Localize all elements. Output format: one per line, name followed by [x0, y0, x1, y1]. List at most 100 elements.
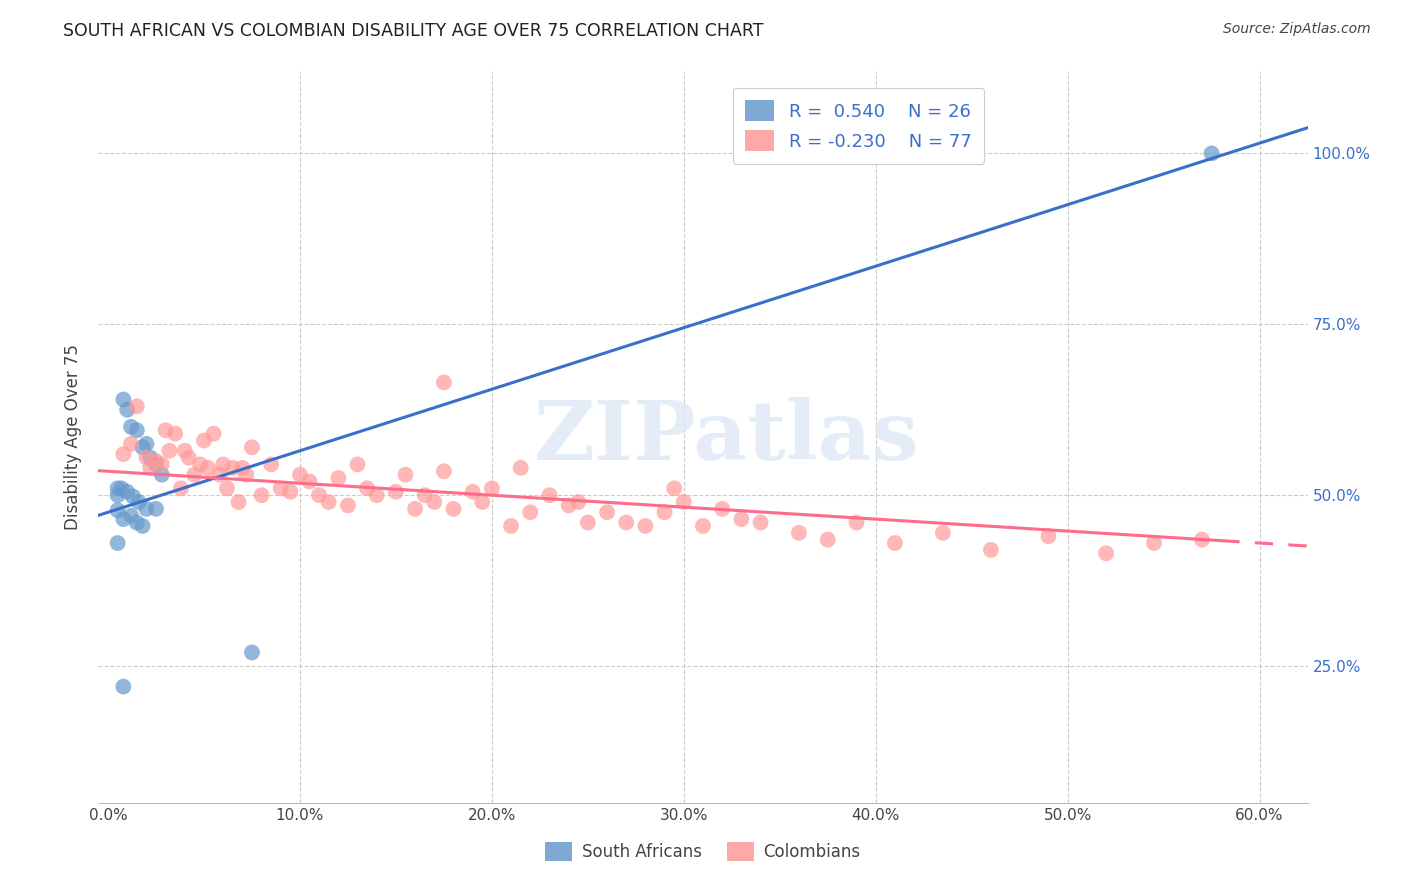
- Point: [139, 460, 162, 475]
- Point: [817, 533, 839, 547]
- Point: [1143, 536, 1166, 550]
- Point: [423, 495, 446, 509]
- Point: [654, 505, 676, 519]
- Point: [260, 458, 283, 472]
- Point: [131, 519, 153, 533]
- Point: [139, 450, 162, 465]
- Point: [932, 525, 955, 540]
- Point: [672, 495, 695, 509]
- Point: [135, 450, 157, 465]
- Point: [120, 420, 142, 434]
- Point: [150, 467, 173, 482]
- Point: [614, 516, 637, 530]
- Text: ZIPatlas: ZIPatlas: [534, 397, 920, 477]
- Point: [394, 467, 416, 482]
- Point: [135, 437, 157, 451]
- Point: [122, 490, 145, 504]
- Y-axis label: Disability Age Over 75: Disability Age Over 75: [65, 344, 83, 530]
- Text: Source: ZipAtlas.com: Source: ZipAtlas.com: [1223, 22, 1371, 37]
- Point: [183, 467, 205, 482]
- Point: [461, 484, 484, 499]
- Point: [385, 484, 408, 499]
- Point: [270, 481, 292, 495]
- Point: [336, 499, 359, 513]
- Point: [787, 525, 810, 540]
- Point: [567, 495, 589, 509]
- Point: [664, 481, 686, 495]
- Point: [404, 501, 426, 516]
- Point: [240, 645, 263, 659]
- Point: [125, 516, 148, 530]
- Point: [125, 400, 148, 414]
- Point: [749, 516, 772, 530]
- Point: [1038, 529, 1060, 543]
- Point: [471, 495, 494, 509]
- Point: [112, 512, 135, 526]
- Point: [202, 426, 225, 441]
- Point: [145, 454, 167, 468]
- Point: [135, 501, 157, 516]
- Text: SOUTH AFRICAN VS COLOMBIAN DISABILITY AGE OVER 75 CORRELATION CHART: SOUTH AFRICAN VS COLOMBIAN DISABILITY AG…: [63, 22, 763, 40]
- Point: [235, 467, 257, 482]
- Point: [366, 488, 388, 502]
- Point: [576, 516, 599, 530]
- Point: [165, 426, 187, 441]
- Point: [107, 488, 129, 502]
- Point: [120, 437, 142, 451]
- Point: [328, 471, 350, 485]
- Point: [128, 495, 150, 509]
- Point: [231, 460, 253, 475]
- Point: [112, 447, 135, 461]
- Point: [150, 458, 173, 472]
- Point: [208, 467, 231, 482]
- Point: [1095, 546, 1118, 560]
- Point: [120, 508, 142, 523]
- Point: [107, 503, 129, 517]
- Point: [1201, 146, 1223, 161]
- Point: [509, 460, 531, 475]
- Point: [193, 434, 215, 448]
- Point: [298, 475, 321, 489]
- Point: [433, 376, 456, 390]
- Point: [538, 488, 561, 502]
- Point: [107, 536, 129, 550]
- Point: [125, 423, 148, 437]
- Point: [250, 488, 273, 502]
- Point: [481, 481, 503, 495]
- Point: [557, 499, 579, 513]
- Point: [177, 450, 200, 465]
- Point: [519, 505, 541, 519]
- Point: [280, 484, 302, 499]
- Legend: South Africans, Colombians: South Africans, Colombians: [538, 835, 868, 868]
- Point: [228, 495, 250, 509]
- Point: [170, 481, 193, 495]
- Point: [188, 458, 211, 472]
- Point: [155, 423, 177, 437]
- Point: [115, 402, 138, 417]
- Point: [356, 481, 378, 495]
- Point: [222, 460, 245, 475]
- Point: [159, 443, 181, 458]
- Point: [318, 495, 340, 509]
- Point: [980, 542, 1002, 557]
- Point: [240, 440, 263, 454]
- Point: [145, 458, 167, 472]
- Point: [112, 680, 135, 694]
- Point: [115, 484, 138, 499]
- Point: [110, 481, 132, 495]
- Point: [145, 501, 167, 516]
- Point: [215, 481, 238, 495]
- Point: [112, 392, 135, 407]
- Point: [197, 460, 219, 475]
- Point: [730, 512, 752, 526]
- Point: [308, 488, 330, 502]
- Point: [173, 443, 195, 458]
- Point: [346, 458, 368, 472]
- Point: [443, 501, 465, 516]
- Point: [499, 519, 522, 533]
- Point: [845, 516, 868, 530]
- Point: [107, 481, 129, 495]
- Point: [212, 458, 235, 472]
- Point: [1191, 533, 1213, 547]
- Point: [413, 488, 436, 502]
